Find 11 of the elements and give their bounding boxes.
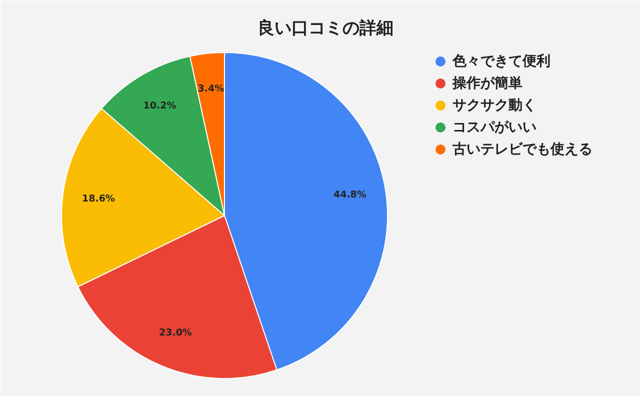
data-label: 10.2% [143, 100, 177, 112]
data-label: 3.4% [198, 84, 225, 95]
legend-label: 古いテレビでも使える [452, 142, 592, 158]
data-label: 18.6% [82, 193, 116, 204]
data-label: 23.0% [159, 327, 192, 338]
legend-label: 色々できて便利 [452, 54, 550, 70]
legend-label: コスパがいい [452, 120, 536, 136]
data-label: 44.8% [333, 189, 367, 200]
chart-title: 良い口コミの詳細 [258, 18, 394, 38]
legend-label: 操作が簡単 [452, 76, 522, 92]
legend-label: サクサク動く [452, 98, 536, 114]
